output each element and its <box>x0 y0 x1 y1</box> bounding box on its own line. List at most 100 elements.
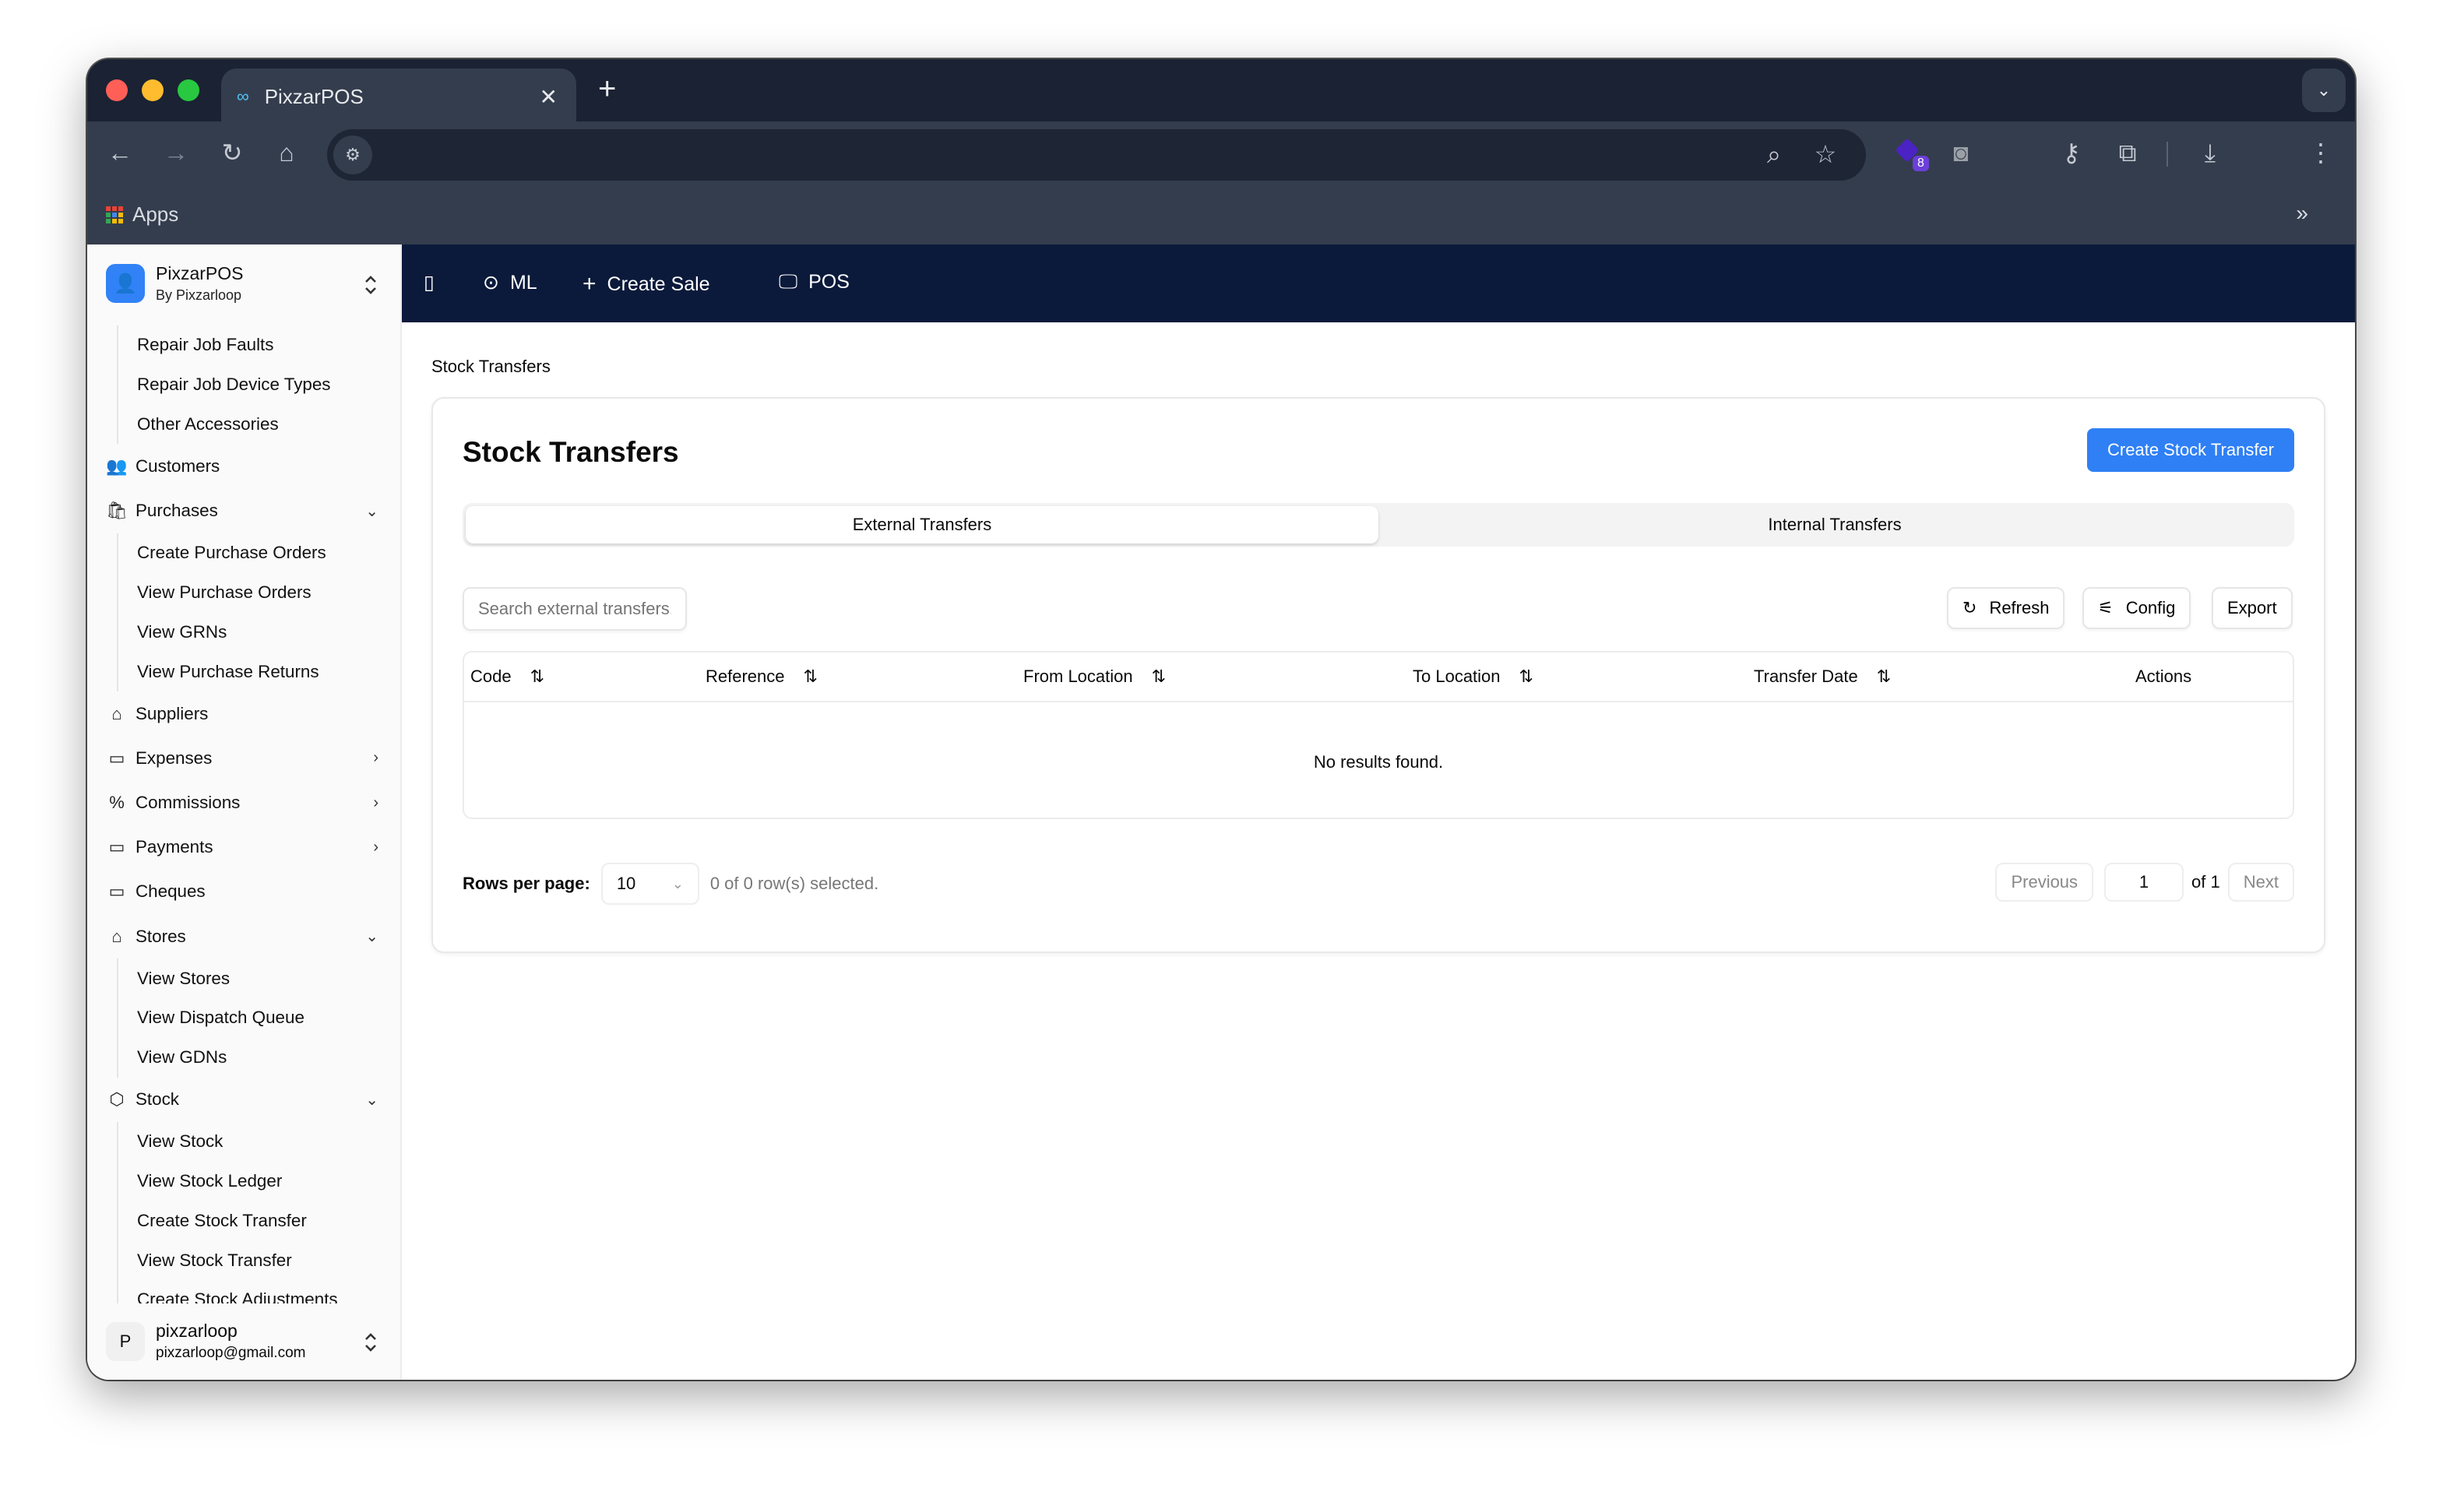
sidebar-item-label: Suppliers <box>136 703 209 723</box>
pagination-left: Rows per page: 10 ⌄ 0 of 0 row(s) selecte… <box>463 863 878 905</box>
create-stock-transfer-button[interactable]: Create Stock Transfer <box>2087 428 2294 472</box>
sidebar-item-view-stock[interactable]: View Stock <box>137 1123 378 1160</box>
sidebar-item-view-stock-transfer[interactable]: View Stock Transfer <box>137 1242 378 1279</box>
close-tab-icon[interactable]: ✕ <box>539 84 558 109</box>
sidebar-item-create-stock-adjustments[interactable]: Create Stock Adjustments <box>137 1281 378 1303</box>
page-input[interactable]: 1 <box>2104 863 2184 902</box>
back-icon[interactable]: ← <box>107 139 132 167</box>
forward-icon[interactable]: → <box>164 139 188 167</box>
more-bookmarks-icon[interactable]: » <box>2296 201 2308 225</box>
sort-icon[interactable]: ⇅ <box>1151 667 1167 686</box>
pagination-right: Previous 1 of 1 Next <box>1995 863 2294 902</box>
sidebar-item-create-purchase-orders[interactable]: Create Purchase Orders <box>137 534 378 572</box>
download-icon[interactable]: ⤓ <box>2204 139 2216 167</box>
refresh-button[interactable]: ↻ Refresh <box>1947 587 2065 629</box>
maximize-window-button[interactable] <box>178 79 199 101</box>
sort-icon[interactable]: ⇅ <box>1519 667 1533 686</box>
bookmark-label: Apps <box>132 202 179 226</box>
chevron-right-icon[interactable]: › <box>373 793 378 811</box>
bookmark-star-icon[interactable]: ☆ <box>1814 140 1837 168</box>
brand-switcher[interactable]: 👤 PixzarPOS By Pixzarloop <box>106 263 243 304</box>
sidebar-item-repair-job-faults[interactable]: Repair Job Faults <box>137 326 378 364</box>
chevron-down-icon[interactable]: ⌄ <box>365 502 378 520</box>
address-bar[interactable]: ⚙ ⌕ ☆ <box>327 129 1866 181</box>
chevrons-up-down-icon[interactable] <box>363 274 378 296</box>
refresh-icon: ↻ <box>1962 598 1977 617</box>
users-icon: 👥 <box>106 456 128 476</box>
tab-search-chevron-icon[interactable]: ⌄ <box>2302 69 2346 112</box>
sidebar-item-repair-job-device-types[interactable]: Repair Job Device Types <box>137 366 378 403</box>
next-button[interactable]: Next <box>2227 863 2294 902</box>
sidebar-item-commissions[interactable]: % Commissions › <box>106 784 378 821</box>
browser-menu-icon[interactable]: ⋮ <box>2308 139 2333 167</box>
sidebar-item-suppliers[interactable]: ⌂ Suppliers <box>106 695 378 733</box>
app-header: ▯ ⊙ ML + Create Sale 🖵 POS <box>402 244 2355 322</box>
sidebar-item-view-stores[interactable]: View Stores <box>137 960 378 997</box>
tab-bar: ∞ PixzarPOS ✕ + ⌄ <box>87 59 2355 125</box>
sidebar-item-purchases[interactable]: 🛍 Purchases ⌄ <box>106 492 378 529</box>
empty-state: No results found. <box>1313 752 1444 772</box>
tab-internal-transfers[interactable]: Internal Transfers <box>1768 515 1902 534</box>
bookmark-apps[interactable]: Apps <box>106 202 178 227</box>
browser-tab[interactable]: ∞ PixzarPOS ✕ <box>221 69 576 125</box>
minimize-window-button[interactable] <box>142 79 164 101</box>
password-extension-icon[interactable]: ⚷ <box>2062 139 2081 167</box>
chevrons-up-down-icon[interactable] <box>363 1331 378 1353</box>
chevron-down-icon[interactable]: ⌄ <box>365 928 378 946</box>
transfer-tabs: External Transfers Internal Transfers <box>463 503 2294 547</box>
sort-icon[interactable]: ⇅ <box>530 667 545 686</box>
sidebar-item-expenses[interactable]: ▭ Expenses › <box>106 740 378 777</box>
rows-per-page-select[interactable]: 10 ⌄ <box>600 863 699 905</box>
breadcrumb[interactable]: Stock Transfers <box>431 357 551 376</box>
sidebar-toggle-icon[interactable]: ▯ <box>424 272 435 294</box>
new-tab-button[interactable]: + <box>598 72 617 106</box>
config-button[interactable]: ⚟ Config <box>2082 587 2191 629</box>
column-header-from-location[interactable]: From Location ⇅ <box>1023 667 1166 687</box>
sidebar-item-other-accessories[interactable]: Other Accessories <box>137 406 378 443</box>
reload-icon[interactable]: ↻ <box>221 139 243 167</box>
sidebar-item-view-purchase-orders[interactable]: View Purchase Orders <box>137 574 378 611</box>
sidebar-item-stores[interactable]: ⌂ Stores ⌄ <box>106 918 378 955</box>
column-header-code[interactable]: Code ⇅ <box>470 667 544 687</box>
sidebar-item-label: Customers <box>136 456 220 476</box>
sidebar-item-cheques[interactable]: ▭ Cheques <box>106 873 378 910</box>
sidebar-item-view-gdns[interactable]: View GDNs <box>137 1039 378 1076</box>
sidebar-item-customers[interactable]: 👥 Customers <box>106 448 378 485</box>
user-menu[interactable]: P pixzarloop pixzarloop@gmail.com <box>87 1307 400 1380</box>
sidebar-item-label: Create Purchase Orders <box>137 543 326 563</box>
sidebar-item-label: Create Stock Transfer <box>137 1210 307 1230</box>
search-input[interactable] <box>463 587 687 631</box>
pos-button[interactable]: 🖵 POS <box>779 271 850 294</box>
camera-icon[interactable]: ◙ <box>1953 139 1969 167</box>
previous-button[interactable]: Previous <box>1995 863 2094 902</box>
pos-label: POS <box>808 271 850 293</box>
site-settings-icon[interactable]: ⚙ <box>333 135 372 174</box>
sort-icon[interactable]: ⇅ <box>803 667 818 686</box>
location-selector[interactable]: ⊙ ML <box>483 271 537 294</box>
column-header-reference[interactable]: Reference ⇅ <box>706 667 818 687</box>
sidebar-item-stock[interactable]: ⬡ Stock ⌄ <box>106 1081 378 1118</box>
extensions-puzzle-icon[interactable]: ⧉ <box>2118 139 2137 167</box>
chevron-right-icon[interactable]: › <box>373 749 378 767</box>
sidebar-item-view-grns[interactable]: View GRNs <box>137 614 378 651</box>
percent-icon: % <box>109 793 125 812</box>
sidebar-item-view-stock-ledger[interactable]: View Stock Ledger <box>137 1163 378 1200</box>
create-sale-button[interactable]: + Create Sale <box>583 271 710 297</box>
user-name: pixzarloop <box>156 1321 238 1341</box>
export-button[interactable]: Export <box>2212 587 2293 629</box>
sidebar-item-view-dispatch-queue[interactable]: View Dispatch Queue <box>137 999 378 1036</box>
tab-external-transfers[interactable]: External Transfers <box>466 506 1378 543</box>
column-header-transfer-date[interactable]: Transfer Date ⇅ <box>1754 667 1891 687</box>
close-window-button[interactable] <box>106 79 128 101</box>
sort-icon[interactable]: ⇅ <box>1876 667 1892 686</box>
sidebar-item-create-stock-transfer[interactable]: Create Stock Transfer <box>137 1202 378 1240</box>
sidebar-item-view-purchase-returns[interactable]: View Purchase Returns <box>137 653 378 691</box>
chevron-right-icon[interactable]: › <box>373 838 378 856</box>
home-icon[interactable]: ⌂ <box>279 139 294 167</box>
submenu-rail <box>117 959 118 1078</box>
favicon-icon: ∞ <box>237 86 249 106</box>
column-header-to-location[interactable]: To Location ⇅ <box>1413 667 1533 687</box>
sidebar-item-payments[interactable]: ▭ Payments › <box>106 828 378 866</box>
zoom-icon[interactable]: ⌕ <box>1767 140 1781 168</box>
chevron-down-icon[interactable]: ⌄ <box>365 1091 378 1109</box>
